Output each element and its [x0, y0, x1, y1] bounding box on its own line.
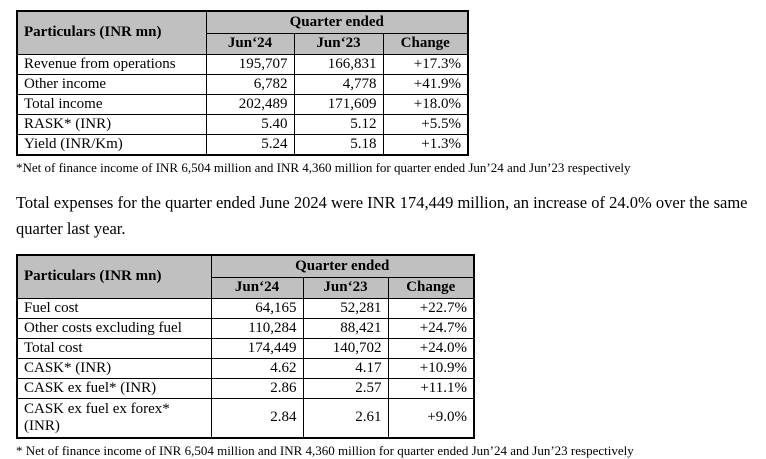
income-table-footnote: *Net of finance income of INR 6,504 mill… [16, 160, 631, 175]
row-label: Other costs excluding fuel [16, 318, 212, 339]
column-header-change: Change [387, 277, 475, 299]
row-label: Revenue from operations [16, 54, 207, 75]
value-jun23: 166,831 [293, 54, 384, 75]
row-label: Other income [16, 74, 207, 95]
column-header-change: Change [382, 33, 469, 55]
value-jun24: 195,707 [205, 54, 295, 75]
value-jun24: 64,165 [210, 298, 304, 319]
value-jun24: 5.40 [205, 114, 295, 135]
value-change: +41.9% [382, 74, 469, 95]
value-jun24: 202,489 [205, 94, 295, 115]
row-label: Total income [16, 94, 207, 115]
value-jun24: 6,782 [205, 74, 295, 95]
table-row: CASK ex fuel ex forex* (INR) 2.84 2.61 +… [16, 398, 475, 439]
value-jun24: 110,284 [210, 318, 304, 339]
income-table: Particulars (INR mn) Quarter ended Jun‘2… [16, 10, 469, 156]
table-row: RASK* (INR) 5.40 5.12 +5.5% [16, 114, 469, 135]
value-jun23: 5.18 [293, 134, 384, 156]
table-row: Fuel cost 64,165 52,281 +22.7% [16, 298, 475, 319]
value-change: +5.5% [382, 114, 469, 135]
row-label: CASK ex fuel ex forex* (INR) [16, 398, 212, 439]
particulars-header: Particulars (INR mn) [16, 10, 207, 55]
column-header-jun23: Jun‘23 [302, 277, 389, 299]
particulars-header: Particulars (INR mn) [16, 254, 212, 299]
column-header-jun24: Jun‘24 [205, 33, 295, 55]
table-row: Revenue from operations 195,707 166,831 … [16, 54, 469, 75]
table-subheader-row: Jun‘24 Jun‘23 Change [17, 277, 475, 299]
value-change: +10.9% [387, 358, 475, 379]
value-change: +1.3% [382, 134, 469, 156]
column-header-jun23: Jun‘23 [293, 33, 384, 55]
expenses-paragraph: Total expenses for the quarter ended Jun… [16, 193, 748, 238]
value-change: +24.7% [387, 318, 475, 339]
quarter-ended-header: Quarter ended [205, 10, 469, 34]
value-jun24: 4.62 [210, 358, 304, 379]
value-change: +9.0% [387, 398, 475, 439]
value-jun23: 140,702 [302, 338, 389, 359]
row-label: Fuel cost [16, 298, 212, 319]
row-label: Total cost [16, 338, 212, 359]
value-jun23: 52,281 [302, 298, 389, 319]
value-jun24: 2.84 [210, 398, 304, 439]
row-label: RASK* (INR) [16, 114, 207, 135]
table-row: CASK ex fuel* (INR) 2.86 2.57 +11.1% [16, 378, 475, 399]
value-jun24: 5.24 [205, 134, 295, 156]
value-jun23: 4.17 [302, 358, 389, 379]
table-header-row: Particulars (INR mn) Quarter ended [16, 254, 475, 299]
value-change: +11.1% [387, 378, 475, 399]
table-row: CASK* (INR) 4.62 4.17 +10.9% [16, 358, 475, 379]
row-label: CASK* (INR) [16, 358, 212, 379]
value-change: +24.0% [387, 338, 475, 359]
value-change: +18.0% [382, 94, 469, 115]
row-label: CASK ex fuel* (INR) [16, 378, 212, 399]
value-jun23: 5.12 [293, 114, 384, 135]
expense-table-footnote: * Net of finance income of INR 6,504 mil… [16, 443, 634, 458]
table-row: Other income 6,782 4,778 +41.9% [16, 74, 469, 95]
table-subheader-row: Jun‘24 Jun‘23 Change [17, 33, 469, 55]
column-header-jun24: Jun‘24 [210, 277, 304, 299]
value-jun23: 2.57 [302, 378, 389, 399]
value-jun23: 171,609 [293, 94, 384, 115]
row-label: Yield (INR/Km) [16, 134, 207, 156]
value-jun24: 174,449 [210, 338, 304, 359]
expense-table: Particulars (INR mn) Quarter ended Jun‘2… [16, 254, 475, 439]
table-row: Total cost 174,449 140,702 +24.0% [16, 338, 475, 359]
value-change: +17.3% [382, 54, 469, 75]
value-jun24: 2.86 [210, 378, 304, 399]
table-header-row: Particulars (INR mn) Quarter ended [16, 10, 469, 55]
table-row: Other costs excluding fuel 110,284 88,42… [16, 318, 475, 339]
value-change: +22.7% [387, 298, 475, 319]
value-jun23: 2.61 [302, 398, 389, 439]
quarter-ended-header: Quarter ended [210, 254, 475, 278]
value-jun23: 4,778 [293, 74, 384, 95]
table-row: Total income 202,489 171,609 +18.0% [16, 94, 469, 115]
value-jun23: 88,421 [302, 318, 389, 339]
table-row: Yield (INR/Km) 5.24 5.18 +1.3% [16, 134, 469, 156]
